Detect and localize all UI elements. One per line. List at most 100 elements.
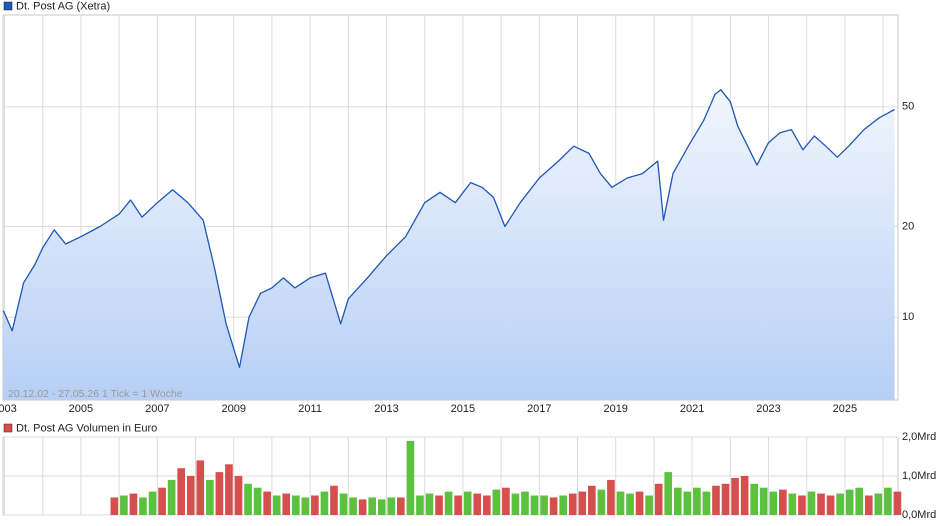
volume-bar	[616, 491, 625, 515]
volume-bar	[502, 487, 510, 515]
volume-bar	[301, 497, 310, 515]
volume-bar	[750, 483, 759, 515]
volume-bar	[626, 493, 634, 515]
x-tick-label: 2007	[145, 403, 169, 415]
volume-bar	[282, 493, 291, 515]
volume-bar	[521, 491, 529, 515]
volume-legend: Dt. Post AG Volumen in Euro	[16, 422, 157, 434]
volume-bar	[387, 497, 396, 515]
volume-bar	[206, 479, 214, 515]
volume-bar	[530, 495, 539, 515]
volume-bar	[377, 499, 386, 515]
x-tick-label: 2011	[298, 403, 322, 415]
volume-bar	[836, 493, 844, 515]
volume-bar	[683, 491, 692, 515]
volume-y-tick-label: 2,0Mrd	[902, 431, 936, 443]
volume-bar	[368, 497, 377, 515]
volume-bar	[759, 487, 768, 515]
volume-bar	[463, 491, 472, 515]
x-tick-label: 2025	[833, 403, 857, 415]
volume-bar	[884, 487, 892, 515]
x-tick-label: 2009	[221, 403, 245, 415]
volume-bar	[769, 491, 778, 515]
x-tick-label: 2003	[0, 403, 17, 415]
volume-bar	[253, 487, 262, 515]
volume-bar	[148, 491, 157, 515]
volume-bar	[349, 497, 357, 515]
y-tick-label: 50	[902, 101, 914, 113]
volume-y-tick-label: 0,0Mrd	[902, 509, 936, 521]
volume-bar	[568, 493, 577, 515]
price-line	[2, 89, 895, 369]
volume-bar	[549, 497, 558, 515]
x-tick-label: 2013	[374, 403, 398, 415]
volume-bar	[597, 489, 606, 515]
volume-bar	[244, 483, 252, 515]
volume-bar	[559, 495, 568, 515]
volume-bar	[215, 472, 224, 515]
volume-bar	[635, 491, 644, 515]
info-text: 20.12.02 - 27.05.26 1 Tick = 1 Woche	[8, 388, 183, 400]
price-area	[3, 89, 895, 400]
volume-bar	[291, 495, 300, 515]
volume-bar	[330, 485, 338, 515]
volume-bar	[454, 495, 462, 515]
volume-bar	[826, 495, 835, 515]
volume-bar	[740, 476, 749, 515]
volume-bar	[664, 472, 673, 515]
volume-bar	[186, 476, 195, 515]
volume-bar	[167, 479, 176, 515]
volume-bar	[234, 476, 243, 515]
chart-title: Dt. Post AG (Xetra)	[16, 0, 110, 12]
volume-bar	[855, 487, 864, 515]
volume-bar	[129, 493, 138, 515]
volume-bar	[120, 495, 128, 515]
volume-bar	[139, 497, 147, 515]
volume-bar	[798, 495, 806, 515]
x-tick-label: 2019	[603, 403, 627, 415]
volume-bar	[693, 487, 701, 515]
volume-bar	[607, 479, 615, 515]
volume-bar	[225, 464, 233, 515]
volume-bar	[712, 485, 720, 515]
volume-bar	[311, 495, 319, 515]
volume-bar	[702, 491, 711, 515]
volume-bar	[673, 487, 682, 515]
volume-bar	[721, 483, 730, 515]
volume-bar	[416, 495, 424, 515]
volume-bar	[272, 495, 281, 515]
x-tick-label: 2005	[69, 403, 93, 415]
volume-bar	[320, 491, 329, 515]
volume-legend-swatch	[3, 423, 13, 433]
volume-bar	[864, 495, 873, 515]
y-tick-label: 10	[902, 311, 914, 323]
volume-bar	[177, 468, 186, 515]
volume-bar	[540, 495, 548, 515]
x-tick-label: 2017	[527, 403, 551, 415]
x-tick-label: 2021	[680, 403, 704, 415]
volume-bar	[406, 440, 415, 515]
volume-bar	[645, 495, 653, 515]
volume-bar	[482, 495, 491, 515]
volume-bar	[435, 495, 443, 515]
volume-bar	[492, 489, 501, 515]
volume-bar	[511, 493, 520, 515]
volume-bar	[874, 493, 883, 515]
volume-bar	[779, 489, 787, 515]
volume-bar	[588, 485, 596, 515]
volume-bar	[788, 493, 797, 515]
volume-bar	[807, 491, 816, 515]
x-tick-label: 2015	[451, 403, 475, 415]
volume-y-tick-label: 1,0Mrd	[902, 470, 936, 482]
volume-bar	[425, 493, 434, 515]
volume-bar	[110, 497, 119, 515]
volume-bar	[731, 477, 739, 515]
y-tick-label: 20	[902, 220, 914, 232]
volume-bar	[845, 489, 854, 515]
volume-bar	[578, 491, 587, 515]
legend-swatch	[3, 1, 13, 11]
volume-bar	[893, 491, 902, 515]
volume-bar	[397, 497, 405, 515]
volume-bar	[817, 493, 825, 515]
